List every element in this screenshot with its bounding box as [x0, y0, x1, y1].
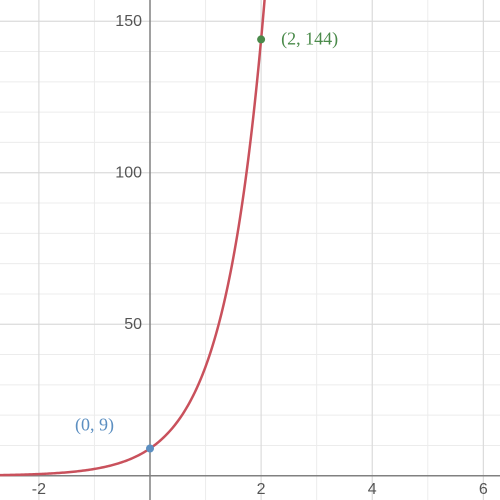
data-point: [257, 35, 265, 43]
x-tick-label: -2: [32, 481, 46, 498]
y-tick-label: 150: [115, 13, 142, 30]
point-label: (2, 144): [281, 28, 338, 49]
data-point: [146, 444, 154, 452]
x-tick-label: 6: [479, 481, 488, 498]
exponential-chart: -2 2 4 6 50 100 150 (0, 9) (2, 144): [0, 0, 500, 500]
y-tick-label: 100: [115, 165, 142, 182]
x-tick-label: 2: [257, 481, 266, 498]
x-tick-label: 4: [368, 481, 377, 498]
point-label: (0, 9): [75, 414, 114, 435]
chart-container: -2 2 4 6 50 100 150 (0, 9) (2, 144): [0, 0, 500, 500]
exponential-curve: [0, 0, 267, 475]
y-tick-label: 50: [124, 316, 142, 333]
